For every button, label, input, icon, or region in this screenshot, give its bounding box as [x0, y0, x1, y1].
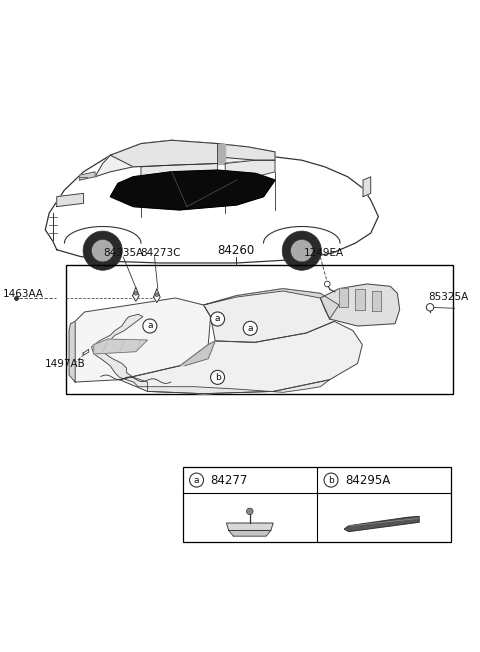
Polygon shape	[227, 523, 273, 531]
Circle shape	[155, 293, 159, 297]
Polygon shape	[229, 531, 271, 536]
Polygon shape	[372, 291, 381, 310]
Bar	[182, 467, 451, 542]
Polygon shape	[110, 170, 275, 210]
Polygon shape	[154, 289, 160, 303]
Polygon shape	[355, 289, 365, 310]
Polygon shape	[80, 171, 95, 180]
Text: 1497AB: 1497AB	[45, 359, 85, 368]
Polygon shape	[363, 177, 371, 197]
Polygon shape	[57, 194, 84, 207]
Circle shape	[83, 231, 122, 271]
Text: b: b	[215, 373, 220, 382]
Polygon shape	[217, 143, 275, 160]
Text: 85325A: 85325A	[429, 292, 469, 303]
Bar	[66, 265, 454, 394]
Circle shape	[426, 304, 434, 311]
Polygon shape	[94, 339, 147, 354]
Text: a: a	[248, 324, 253, 333]
Polygon shape	[69, 321, 75, 382]
Text: a: a	[194, 475, 199, 484]
Text: 1249EA: 1249EA	[304, 248, 344, 258]
Circle shape	[282, 231, 322, 271]
Text: 84335A: 84335A	[103, 248, 144, 258]
Text: 1463AA: 1463AA	[3, 289, 44, 299]
Text: a: a	[147, 321, 153, 331]
Polygon shape	[339, 288, 348, 307]
Text: 84273C: 84273C	[141, 248, 181, 258]
Circle shape	[243, 321, 257, 335]
Polygon shape	[75, 298, 211, 382]
Text: 84260: 84260	[217, 244, 255, 257]
Text: 84277: 84277	[211, 473, 248, 486]
Polygon shape	[83, 349, 89, 355]
Polygon shape	[95, 140, 275, 177]
Polygon shape	[120, 321, 362, 394]
Circle shape	[211, 312, 225, 326]
Circle shape	[247, 508, 253, 514]
Circle shape	[211, 370, 225, 385]
Circle shape	[190, 473, 204, 487]
Text: 84295A: 84295A	[345, 473, 390, 486]
Circle shape	[143, 319, 157, 333]
Text: a: a	[215, 314, 220, 323]
Polygon shape	[344, 516, 419, 531]
Circle shape	[92, 239, 114, 262]
Polygon shape	[320, 284, 400, 326]
Polygon shape	[132, 288, 139, 301]
Polygon shape	[45, 140, 378, 263]
Polygon shape	[180, 341, 215, 366]
Polygon shape	[204, 289, 339, 319]
Polygon shape	[217, 143, 225, 164]
Circle shape	[134, 291, 138, 295]
Polygon shape	[141, 164, 217, 183]
Circle shape	[324, 281, 330, 287]
Circle shape	[290, 239, 313, 262]
Circle shape	[324, 473, 338, 487]
Polygon shape	[225, 160, 275, 177]
Polygon shape	[110, 140, 217, 167]
Polygon shape	[204, 289, 339, 342]
Text: b: b	[328, 475, 334, 484]
Polygon shape	[92, 314, 330, 394]
